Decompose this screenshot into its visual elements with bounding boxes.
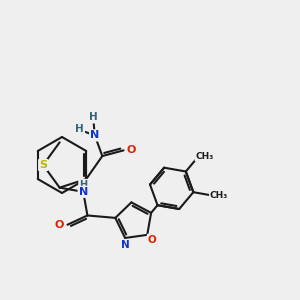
Text: O: O — [127, 146, 136, 155]
Text: CH₃: CH₃ — [196, 152, 214, 161]
Text: H: H — [75, 124, 84, 134]
Text: S: S — [39, 160, 47, 170]
Text: O: O — [55, 220, 64, 230]
Text: O: O — [148, 235, 157, 245]
Text: N: N — [90, 130, 99, 140]
Text: CH₃: CH₃ — [210, 191, 228, 200]
Text: N: N — [79, 187, 88, 197]
Text: H: H — [89, 112, 98, 122]
Text: N: N — [121, 240, 130, 250]
Text: H: H — [79, 180, 87, 190]
